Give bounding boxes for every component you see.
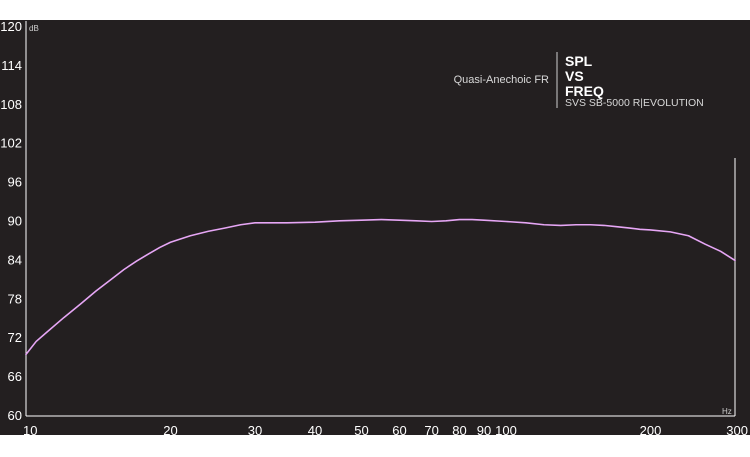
x-tick-label: 60	[392, 423, 406, 438]
x-tick-label: 200	[640, 423, 662, 438]
y-tick-label: 66	[8, 369, 22, 384]
plot-background	[0, 20, 750, 435]
axes	[25, 21, 736, 417]
x-tick-label: 80	[452, 423, 466, 438]
chart-title-line-3: FREQ	[565, 83, 604, 99]
x-tick-label: 90	[477, 423, 491, 438]
x-tick-label: 20	[163, 423, 177, 438]
y-tick-label: 78	[8, 291, 22, 306]
y-tick-labels: 60 66 72 78 84 90 96 102 108 114 120	[0, 19, 22, 423]
y-tick-label: 120	[0, 19, 22, 34]
y-tick-label: 108	[0, 97, 22, 112]
x-unit-label: Hz	[722, 407, 732, 416]
chart-title-line-2: VS	[565, 68, 584, 84]
y-tick-label: 96	[8, 175, 22, 190]
x-tick-label: 100	[495, 423, 517, 438]
x-tick-label: 40	[308, 423, 322, 438]
product-name: SVS SB-5000 R|EVOLUTION	[565, 97, 704, 109]
x-tick-label: 10	[23, 423, 37, 438]
y-tick-label: 72	[8, 330, 22, 345]
x-tick-label: 50	[354, 423, 368, 438]
x-tick-label: 30	[248, 423, 262, 438]
x-tick-label: 70	[424, 423, 438, 438]
y-tick-label: 114	[1, 58, 22, 73]
series-group	[25, 218, 736, 356]
x-tick-label: 300	[726, 423, 748, 438]
y-tick-label: 90	[8, 214, 22, 229]
x-tick-labels: 10 20 30 40 50 60 70 80 90 100 200 300	[23, 423, 748, 438]
y-tick-label: 84	[8, 252, 22, 267]
y-unit-label: dB	[29, 24, 39, 33]
chart-subtitle: Quasi-Anechoic FR	[454, 74, 549, 86]
series-line	[25, 218, 736, 356]
y-tick-label: 60	[8, 408, 22, 423]
y-tick-label: 102	[0, 136, 22, 151]
chart-title-line-1: SPL	[565, 53, 593, 69]
